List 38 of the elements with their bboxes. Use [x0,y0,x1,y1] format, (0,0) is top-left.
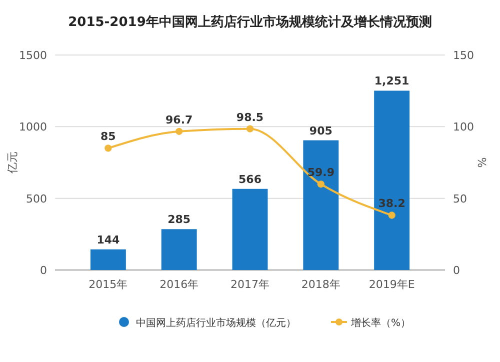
y2-tick-label: 100 [453,120,474,134]
y2-axis-title: % [476,157,489,168]
y-axis-title: 亿元 [6,152,19,174]
point [388,212,396,219]
point [104,144,112,152]
data-label: 96.7 [166,113,193,126]
y-tick-label: 1500 [19,49,47,62]
y-tick-label: 500 [26,192,47,206]
point [246,125,254,132]
data-label: 285 [168,213,191,226]
bar [161,229,197,270]
y2-tick-label: 150 [453,49,474,62]
data-label: 1,251 [374,74,410,88]
chart-title: 2015-2019年中国网上药店行业市场规模统计及增长情况预测 [68,14,432,30]
legend-label: 增长率（%） [350,317,411,329]
y-tick-label: 0 [40,264,47,277]
data-label: 38.2 [378,197,406,210]
x-tick-label: 2018年 [301,278,340,291]
point [317,180,324,188]
bar [303,140,339,270]
x-tick-label: 2019年E [368,278,415,291]
data-label: 85 [100,130,116,144]
bar [232,188,268,270]
x-tick-label: 2016年 [160,278,199,291]
x-tick-label: 2015年 [88,278,128,291]
x-tick-label: 2017年 [230,278,270,291]
y-tick-label: 1000 [19,120,47,134]
data-label: 566 [238,172,262,186]
bar [374,90,410,270]
point [176,128,183,135]
y2-tick-label: 0 [453,264,460,277]
legend-label: 中国网上药店行业市场规模（亿元） [136,317,296,329]
data-label: 59.9 [307,166,334,180]
y2-tick-label: 50 [453,192,467,206]
data-label: 144 [96,233,120,246]
data-label: 98.5 [236,110,264,124]
data-label: 905 [309,124,332,138]
bar [90,249,126,270]
